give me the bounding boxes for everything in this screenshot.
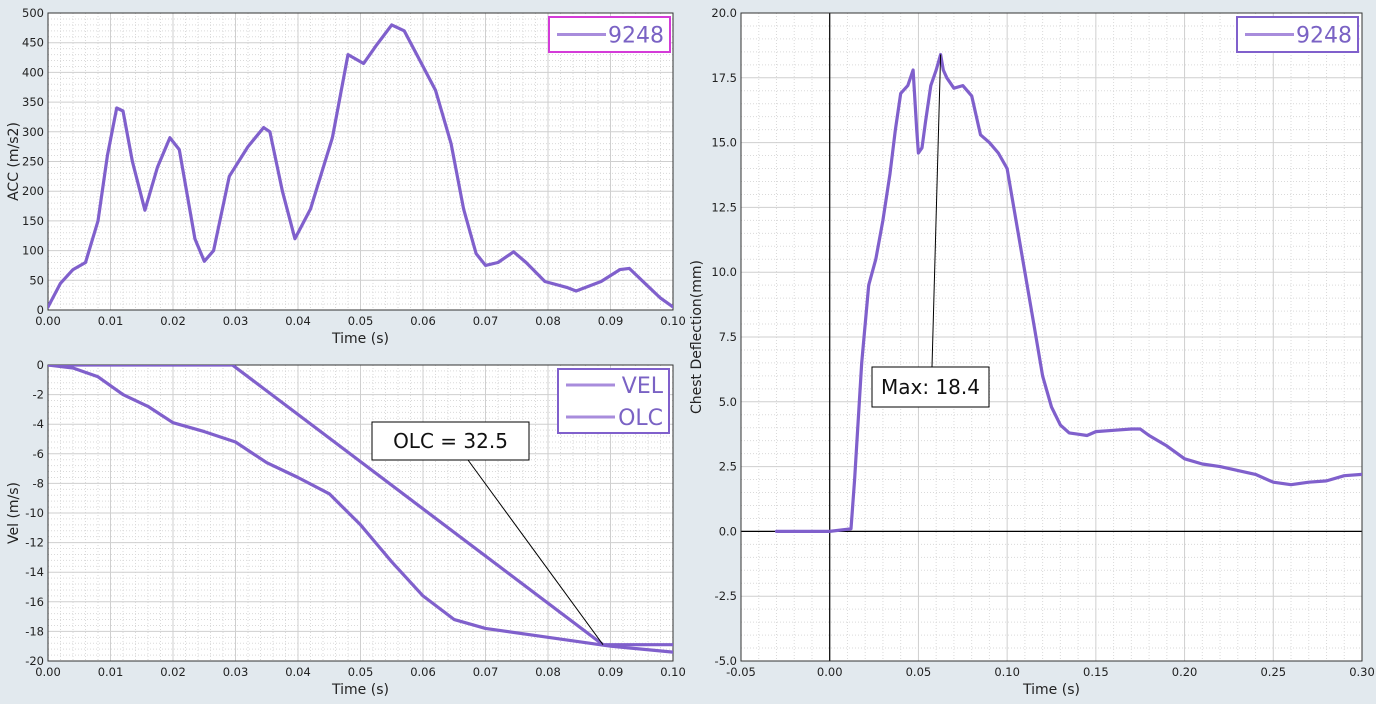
y-tick-label: -20 <box>25 654 44 668</box>
x-tick-label: 0.00 <box>35 665 61 679</box>
plot-border <box>47 12 674 311</box>
y-tick-label: -14 <box>25 565 44 579</box>
y-tick-label: 12.5 <box>711 200 737 214</box>
y-tick-label: 20.0 <box>711 6 737 20</box>
y-tick-label: 5.0 <box>719 395 737 409</box>
legend-label: 9248 <box>608 24 664 49</box>
legend-label: 9248 <box>1296 24 1352 49</box>
x-tick-label: 0.00 <box>35 314 61 328</box>
plot-border <box>47 364 674 662</box>
x-tick-label: 0.30 <box>1349 665 1375 679</box>
x-tick-label: 0.02 <box>160 314 186 328</box>
annotation-label: Max: 18.4 <box>881 375 980 399</box>
series-group <box>48 365 673 654</box>
chart-vel: 0.00 0.01 0.02 0.03 0.04 0.05 0.06 0.07 0.08 0.09… <box>6 358 686 698</box>
x-axis-label: Time (s) <box>331 682 389 698</box>
legend-box <box>557 368 670 434</box>
x-tick-label: 0.01 <box>98 314 124 328</box>
y-tick-label: 2.5 <box>719 460 737 474</box>
series-line-vel <box>48 365 673 654</box>
x-tick-label: 0.25 <box>1260 665 1286 679</box>
x-tick-label: 0.05 <box>348 665 374 679</box>
annotation-leader <box>467 459 604 646</box>
x-tick-label: 0.02 <box>160 665 186 679</box>
y-tick-label: -4 <box>33 417 44 431</box>
x-tick-label: 0.20 <box>1172 665 1198 679</box>
y-tick-label: -10 <box>25 506 44 520</box>
x-tick-label: 0.07 <box>473 314 499 328</box>
y-tick-label: -2 <box>33 388 44 402</box>
x-tick-label: 0.04 <box>285 314 311 328</box>
y-tick-label: -6 <box>33 447 44 461</box>
y-tick-label: 0.0 <box>719 524 737 538</box>
y-tick-label: 10.0 <box>711 265 737 279</box>
y-tick-label: -5.0 <box>715 654 737 668</box>
y-tick-label: 500 <box>22 6 44 20</box>
y-tick-label: 15.0 <box>711 136 737 150</box>
y-tick-label: 200 <box>22 184 44 198</box>
y-tick-label: 50 <box>29 273 44 287</box>
y-tick-label: 400 <box>22 65 44 79</box>
x-tick-label: 0.07 <box>473 665 499 679</box>
x-tick-label: 0.06 <box>410 665 436 679</box>
series-line-9248 <box>774 52 1362 534</box>
series-line-olc <box>48 365 673 647</box>
chart-defl: -0.05 0.00 0.05 0.10 0.15 0.20 0.25 0.30 -5.0 -2.… <box>689 6 1375 698</box>
x-axis-label: Time (s) <box>331 331 389 347</box>
legend: 9248 <box>548 16 671 53</box>
x-tick-label: 0.10 <box>660 314 686 328</box>
y-tick-label: 350 <box>22 95 44 109</box>
annotation-label: OLC = 32.5 <box>393 429 508 453</box>
y-tick-label: -8 <box>33 476 44 490</box>
y-tick-label: 300 <box>22 125 44 139</box>
y-axis-label: Chest Deflection(mm) <box>689 260 705 414</box>
x-tick-label: 0.09 <box>598 665 624 679</box>
y-tick-label: 450 <box>22 36 44 50</box>
y-axis-label: Vel (m/s) <box>6 482 22 544</box>
y-tick-label: 0 <box>37 358 44 372</box>
chart-acc: 0.00 0.01 0.02 0.03 0.04 0.05 0.06 0.07 0.08 0.09… <box>6 6 686 347</box>
annotation-leader <box>931 54 942 368</box>
x-tick-label: 0.10 <box>660 665 686 679</box>
y-tick-label: 7.5 <box>719 330 737 344</box>
y-tick-label: 17.5 <box>711 71 737 85</box>
x-tick-label: 0.03 <box>223 314 249 328</box>
x-tick-label: 0.15 <box>1083 665 1109 679</box>
series-group <box>48 23 673 309</box>
x-tick-label: 0.08 <box>535 665 561 679</box>
plot-border <box>740 12 1363 662</box>
y-tick-label: -18 <box>25 624 44 638</box>
annotation-box <box>371 421 530 461</box>
x-tick-label: 0.05 <box>906 665 932 679</box>
series-group <box>774 52 1362 534</box>
y-tick-label: -16 <box>25 595 44 609</box>
series-line-9248 <box>48 23 673 309</box>
legend-label: OLC <box>618 406 663 431</box>
x-tick-label: 0.10 <box>994 665 1020 679</box>
y-tick-label: -12 <box>25 536 44 550</box>
annotation-box <box>871 366 990 408</box>
y-tick-label: -2.5 <box>715 589 737 603</box>
y-tick-label: 250 <box>22 155 44 169</box>
legend: 9248 <box>1236 16 1359 53</box>
x-tick-label: 0.04 <box>285 665 311 679</box>
legend-label: VEL <box>622 374 664 399</box>
x-tick-label: 0.08 <box>535 314 561 328</box>
y-tick-label: 100 <box>22 244 44 258</box>
y-axis-label: ACC (m/s2) <box>6 122 22 201</box>
x-tick-label: 0.09 <box>598 314 624 328</box>
x-axis-label: Time (s) <box>1022 682 1080 698</box>
y-tick-label: 0 <box>37 303 44 317</box>
x-tick-label: 0.06 <box>410 314 436 328</box>
legend: VEL OLC <box>557 368 670 434</box>
x-tick-label: 0.03 <box>223 665 249 679</box>
x-tick-label: 0.05 <box>348 314 374 328</box>
x-tick-label: -0.05 <box>726 665 756 679</box>
x-tick-label: 0.00 <box>817 665 843 679</box>
x-tick-label: 0.01 <box>98 665 124 679</box>
y-tick-label: 150 <box>22 214 44 228</box>
